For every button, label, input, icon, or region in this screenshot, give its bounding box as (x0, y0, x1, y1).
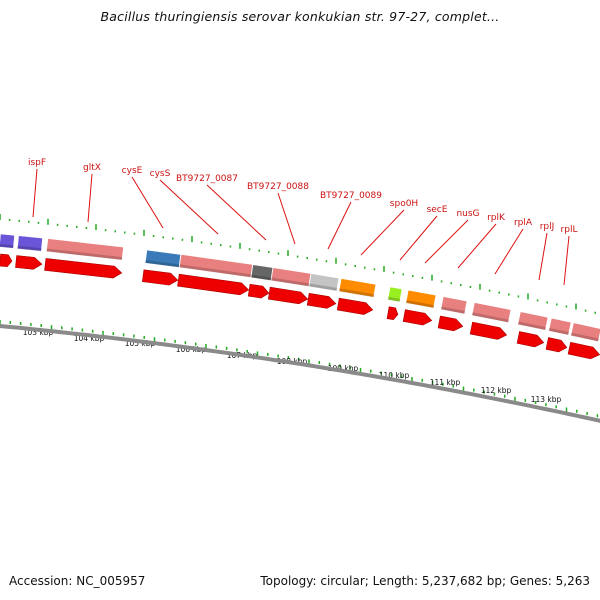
cds-arrow (267, 286, 309, 305)
gene-label-cyse: cysE (122, 166, 143, 176)
feature-box (179, 254, 253, 278)
cds-arrow (336, 297, 374, 315)
feature-box (517, 311, 549, 331)
leader-line (206, 184, 267, 241)
cds-arrow (15, 255, 43, 270)
feature-shadow (271, 277, 310, 287)
cds-arrow (177, 273, 250, 296)
kbp-label: 109 kbp (328, 364, 359, 373)
feature-shadow (17, 245, 42, 252)
feature-box (270, 267, 311, 287)
gene-label-callouts: ispF gltX cysE cysS BT9727_0087 BT9727_0088 BT… (28, 158, 578, 286)
cds-arrow (247, 283, 270, 299)
leader-line (159, 179, 219, 235)
cds-arrow-track (0, 253, 600, 360)
feature-shadow (570, 332, 599, 342)
leader-line (563, 235, 570, 286)
feature-track (0, 233, 600, 342)
kbp-label: 103 kbp (23, 328, 54, 337)
cds-arrow (437, 315, 464, 332)
accession-text: Accession: NC_005957 (9, 574, 146, 588)
feature-box (308, 273, 340, 292)
feature-box (17, 235, 43, 252)
kbp-label: 113 kbp (531, 395, 562, 404)
cds-arrow (142, 269, 179, 286)
gene-label-ispf: ispF (28, 158, 46, 168)
kbp-label: 104 kbp (74, 334, 105, 343)
cds-arrow (44, 258, 123, 279)
kbp-label: 112 kbp (481, 386, 512, 395)
cds-arrow (306, 292, 337, 309)
cds-arrow (516, 331, 545, 348)
feature-box (387, 286, 403, 303)
feature-shadow (309, 283, 338, 291)
feature-shadow (339, 288, 375, 298)
gene-label-bt9727_0089: BT9727_0089 (320, 191, 382, 201)
gene-label-sece: secE (427, 205, 448, 215)
feature-box (144, 249, 181, 268)
feature-box (0, 233, 15, 249)
leader-line (327, 201, 352, 250)
map-title: Bacillus thuringiensis serovar konkukian… (100, 9, 500, 24)
feature-shadow (46, 248, 123, 261)
gene-label-rpll: rplL (561, 225, 578, 235)
feature-shadow (517, 321, 546, 331)
feature-shadow (387, 296, 401, 302)
feature-box (548, 317, 572, 336)
feature-box (405, 289, 437, 309)
feature-shadow (471, 312, 509, 323)
cds-arrow (402, 309, 433, 326)
leader-line (399, 215, 438, 261)
feature-box (471, 302, 512, 323)
leader-line (494, 228, 524, 275)
feature-box (46, 238, 124, 261)
gene-label-rpla: rplA (514, 218, 533, 228)
leader-line (131, 176, 164, 229)
feature-box (338, 278, 377, 298)
leader-line (424, 219, 469, 264)
feature-shadow (548, 327, 569, 336)
gene-label-rplk: rplK (487, 213, 506, 223)
gene-label-bt9727_0088: BT9727_0088 (247, 182, 309, 192)
genome-backbone (0, 323, 600, 423)
feature-box (440, 296, 468, 315)
feature-shadow (145, 260, 180, 268)
feature-shadow (251, 274, 272, 281)
kbp-label: 111 kbp (430, 378, 461, 387)
gene-label-nusg: nusG (456, 209, 479, 219)
feature-shadow (0, 243, 14, 249)
leader-line (87, 173, 93, 223)
kbp-label: 105 kbp (125, 339, 156, 348)
feature-shadow (179, 264, 252, 278)
topology-text: Topology: circular; Length: 5,237,682 bp… (260, 574, 590, 588)
leader-line (457, 223, 497, 269)
gene-label-rplj: rplJ (540, 222, 555, 232)
gene-label-spo0h: spo0H (390, 199, 418, 209)
cds-arrow (386, 306, 399, 321)
cds-arrow (567, 341, 600, 360)
gene-label-bt9727_0087: BT9727_0087 (176, 174, 238, 184)
leader-line (32, 168, 38, 218)
feature-box (250, 264, 274, 281)
cds-arrow (0, 253, 13, 268)
feature-shadow (405, 300, 435, 309)
leader-line (360, 209, 405, 256)
gene-label-cyss: cysS (150, 169, 171, 179)
gene-label-gltx: gltX (83, 163, 101, 173)
kbp-label: 110 kbp (379, 371, 410, 380)
cds-arrow (545, 337, 568, 353)
feature-shadow (440, 306, 466, 314)
outer-tick-ring (0, 214, 596, 314)
cds-arrow (469, 321, 508, 340)
leader-line (538, 232, 548, 281)
leader-line (277, 192, 296, 245)
